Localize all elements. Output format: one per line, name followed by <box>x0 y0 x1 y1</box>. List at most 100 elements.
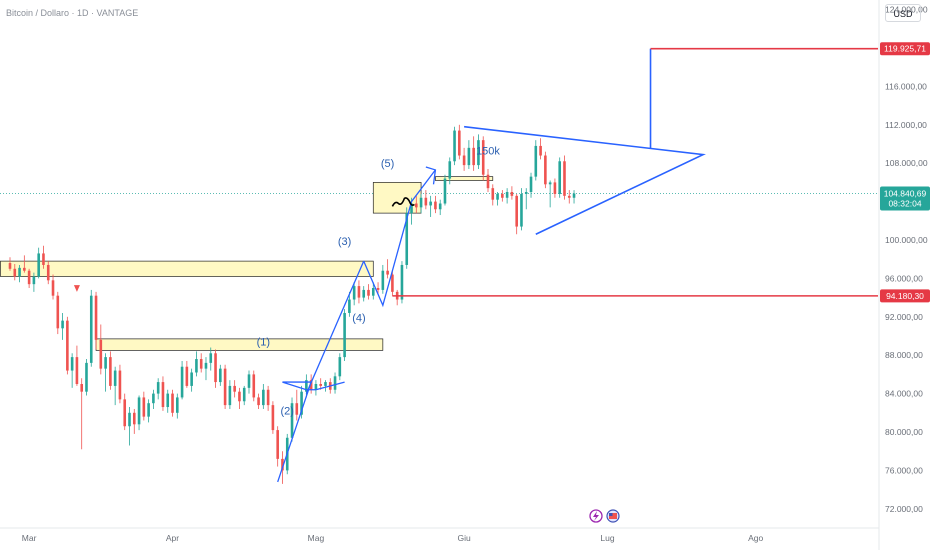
candle-body <box>496 193 499 200</box>
candle-body <box>228 385 232 406</box>
y-tick-label: 72.000,00 <box>885 504 923 514</box>
candle-body <box>37 253 40 277</box>
candle-body <box>319 384 322 386</box>
candle-body <box>257 397 260 406</box>
level-price-badge <box>880 42 930 56</box>
candle-body <box>529 176 533 192</box>
candle-body <box>23 267 26 271</box>
candle-body <box>195 359 198 373</box>
candle-body <box>209 353 213 363</box>
candle-body <box>548 182 552 185</box>
y-tick-label: 88.000,00 <box>885 350 923 360</box>
supply-demand-zone <box>435 176 494 181</box>
candle-body <box>371 288 375 296</box>
candle-body <box>109 357 112 386</box>
candle-body <box>553 182 557 194</box>
y-tick-label: 116.000,00 <box>885 81 927 91</box>
candle-body <box>391 274 394 292</box>
candle-body <box>252 374 256 398</box>
candle-body <box>132 412 136 425</box>
candle-body <box>300 391 303 415</box>
wave-5-arrowhead <box>425 166 437 185</box>
candle-body <box>290 403 294 438</box>
y-tick-label: 76.000,00 <box>885 465 923 475</box>
candle-body <box>185 366 189 386</box>
y-tick-label: 96.000,00 <box>885 273 923 283</box>
candle-body <box>376 288 380 290</box>
candle-body <box>386 270 389 275</box>
y-tick-label: 92.000,00 <box>885 312 923 322</box>
candle-body <box>309 380 313 390</box>
y-tick-label: 100.000,00 <box>885 235 928 245</box>
x-tick-label: Mag <box>308 533 325 543</box>
hand-drawn-squiggle <box>391 197 415 207</box>
candle-body <box>333 376 337 390</box>
candle-body <box>352 286 356 300</box>
x-tick-label: Apr <box>166 533 179 543</box>
candle-body <box>94 295 98 340</box>
candle-body <box>123 399 127 427</box>
y-tick-label: 108.000,00 <box>885 158 928 168</box>
candle-body <box>563 161 566 196</box>
candle-body <box>8 263 12 269</box>
candle-body <box>467 147 471 166</box>
supply-demand-zone <box>95 338 384 351</box>
candle-body <box>75 357 79 384</box>
candle-body <box>238 391 241 402</box>
candle-body <box>305 380 308 392</box>
candle-body <box>405 213 409 265</box>
x-tick-label: Giu <box>457 533 471 543</box>
candle-body <box>419 197 423 208</box>
candle-body <box>462 155 466 166</box>
y-tick-label: 124.000,00 <box>885 5 928 15</box>
candle-body <box>338 357 342 377</box>
symbol-label: Bitcoin / Dollaro · 1D · VANTAGE <box>6 8 139 18</box>
candle-body <box>171 393 174 413</box>
level-price-label: 119.925,71 <box>884 44 926 54</box>
candle-body <box>85 362 88 392</box>
candle-body <box>113 370 117 386</box>
candle-body <box>147 403 150 417</box>
candle-body <box>223 368 227 406</box>
wave-4-5-lines <box>363 169 436 308</box>
candle-body <box>271 405 275 431</box>
candle-body <box>520 193 523 227</box>
candle-body <box>486 174 490 189</box>
candle-body <box>142 397 146 417</box>
candle-body <box>161 382 165 408</box>
candle-body <box>180 366 184 398</box>
candle-body <box>156 382 160 394</box>
candle-body <box>472 147 475 166</box>
candle-body <box>176 397 179 413</box>
candle-body <box>152 393 155 404</box>
flag-canton-glyph <box>609 513 613 516</box>
lightning-glyph <box>593 511 599 521</box>
currency-button[interactable]: USD <box>885 4 921 22</box>
elliott-wave-label: (5) <box>381 158 394 170</box>
level-price-badge <box>880 289 930 303</box>
candle-body <box>510 192 514 196</box>
candle-body <box>281 458 284 471</box>
x-tick-label: Lug <box>600 533 614 543</box>
candle-body <box>276 430 279 459</box>
y-tick-label: 80.000,00 <box>885 427 923 437</box>
current-price-badge <box>880 186 930 211</box>
current-price-label: 104.840,69 <box>884 189 927 199</box>
target-annotation-label: 150k <box>476 146 500 158</box>
candle-body <box>89 295 93 363</box>
candle-body <box>415 203 418 208</box>
candle-body <box>481 140 485 175</box>
candle-body <box>410 203 413 214</box>
candle-body <box>477 140 480 166</box>
candle-body <box>233 385 236 392</box>
candle-body <box>166 393 170 408</box>
candle-body <box>219 368 222 383</box>
candle-body <box>56 295 60 329</box>
level-price-label: 94.180,30 <box>886 291 924 301</box>
candle-body <box>400 264 404 300</box>
candle-body <box>524 192 528 194</box>
candle-body <box>505 192 509 198</box>
candle-body <box>515 195 518 227</box>
candle-body <box>362 289 366 298</box>
